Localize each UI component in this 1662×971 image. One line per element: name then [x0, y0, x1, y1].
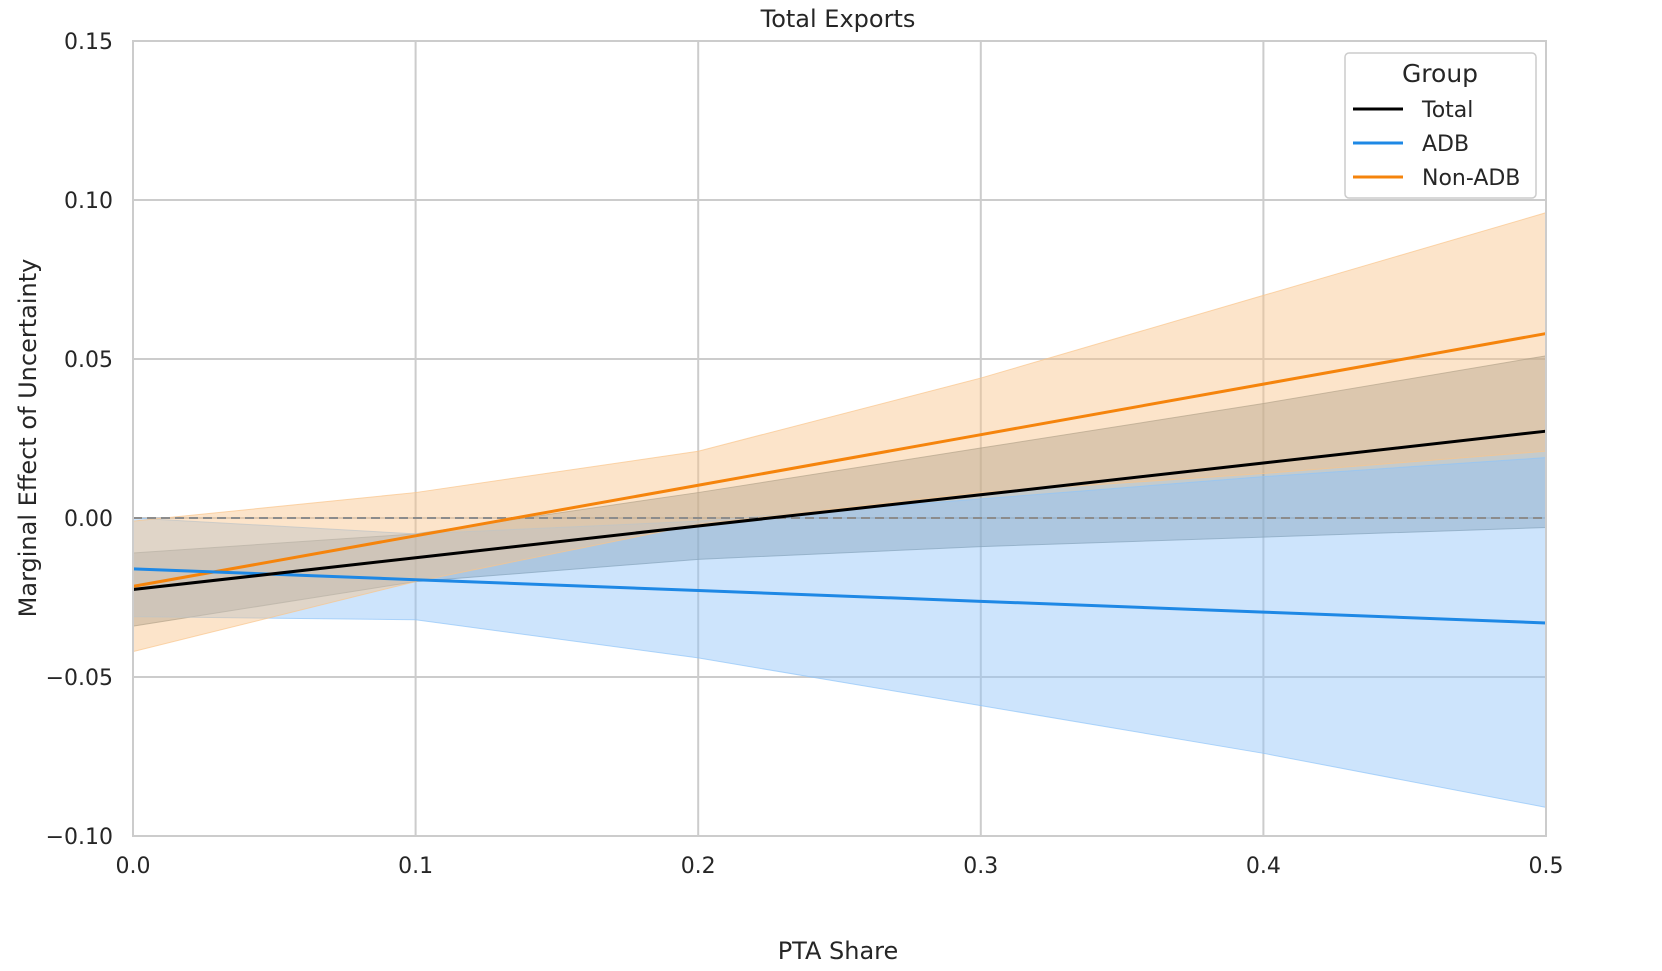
y-tick-label: 0.05: [64, 348, 113, 373]
series-line-non-adb: [132, 332, 1547, 588]
x-axis-title: PTA Share: [778, 937, 899, 965]
tick-labels: 0.0 0.1 0.2 0.3 0.4 0.5 −0.10 −0.05 0.00 0.05 0.10…: [46, 30, 1564, 879]
y-tick-label: 0.00: [64, 507, 113, 532]
legend-items: Total ADB Non-ADB: [1353, 98, 1520, 191]
x-tick-label: 0.3: [963, 854, 998, 879]
y-tick-label: 0.10: [64, 189, 113, 214]
legend: Group Total ADB Non-ADB: [1344, 52, 1537, 199]
legend-label-total: Total: [1421, 98, 1473, 123]
legend-title: Group: [1402, 59, 1478, 88]
x-tick-label: 0.5: [1529, 854, 1564, 879]
y-axis-title: Marginal Effect of Uncertainty: [14, 259, 42, 618]
series-line-adb: [132, 567, 1547, 625]
confidence-bands: [132, 212, 1547, 808]
legend-box: [1344, 52, 1537, 199]
legend-label-adb: ADB: [1422, 132, 1469, 157]
y-tick-label: −0.05: [46, 666, 113, 691]
series-lines: [132, 332, 1547, 625]
plot-area-border: [132, 40, 1547, 837]
x-tick-label: 0.4: [1246, 854, 1281, 879]
series-line-total: [132, 429, 1547, 592]
x-tick-label: 0.0: [116, 854, 151, 879]
x-tick-label: 0.1: [398, 854, 433, 879]
y-tick-label: 0.15: [64, 30, 113, 55]
x-tick-label: 0.2: [681, 854, 716, 879]
chart-title: Total Exports: [760, 5, 916, 33]
plot-frame: [132, 40, 1547, 837]
legend-label-non-adb: Non-ADB: [1422, 166, 1520, 191]
y-tick-label: −0.10: [46, 825, 113, 850]
